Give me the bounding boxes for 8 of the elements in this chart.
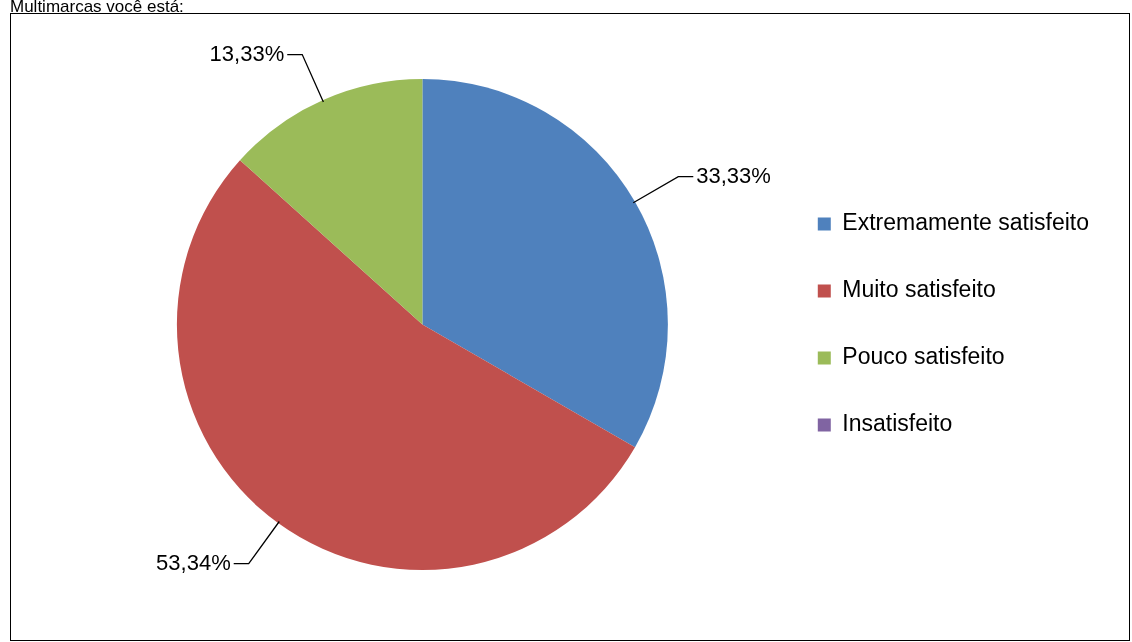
chart-title: Multimarcas você está:: [10, 0, 184, 17]
legend-label: Extremamente satisfeito: [842, 209, 1090, 236]
data-label: 53,34%: [156, 549, 231, 575]
data-label: 33,33%: [696, 162, 771, 188]
legend-label: Muito satisfeito: [842, 276, 996, 303]
data-label: 13,33%: [209, 40, 285, 66]
legend-label: Insatisfeito: [842, 410, 953, 437]
legend-label: Pouco satisfeito: [842, 343, 1005, 370]
